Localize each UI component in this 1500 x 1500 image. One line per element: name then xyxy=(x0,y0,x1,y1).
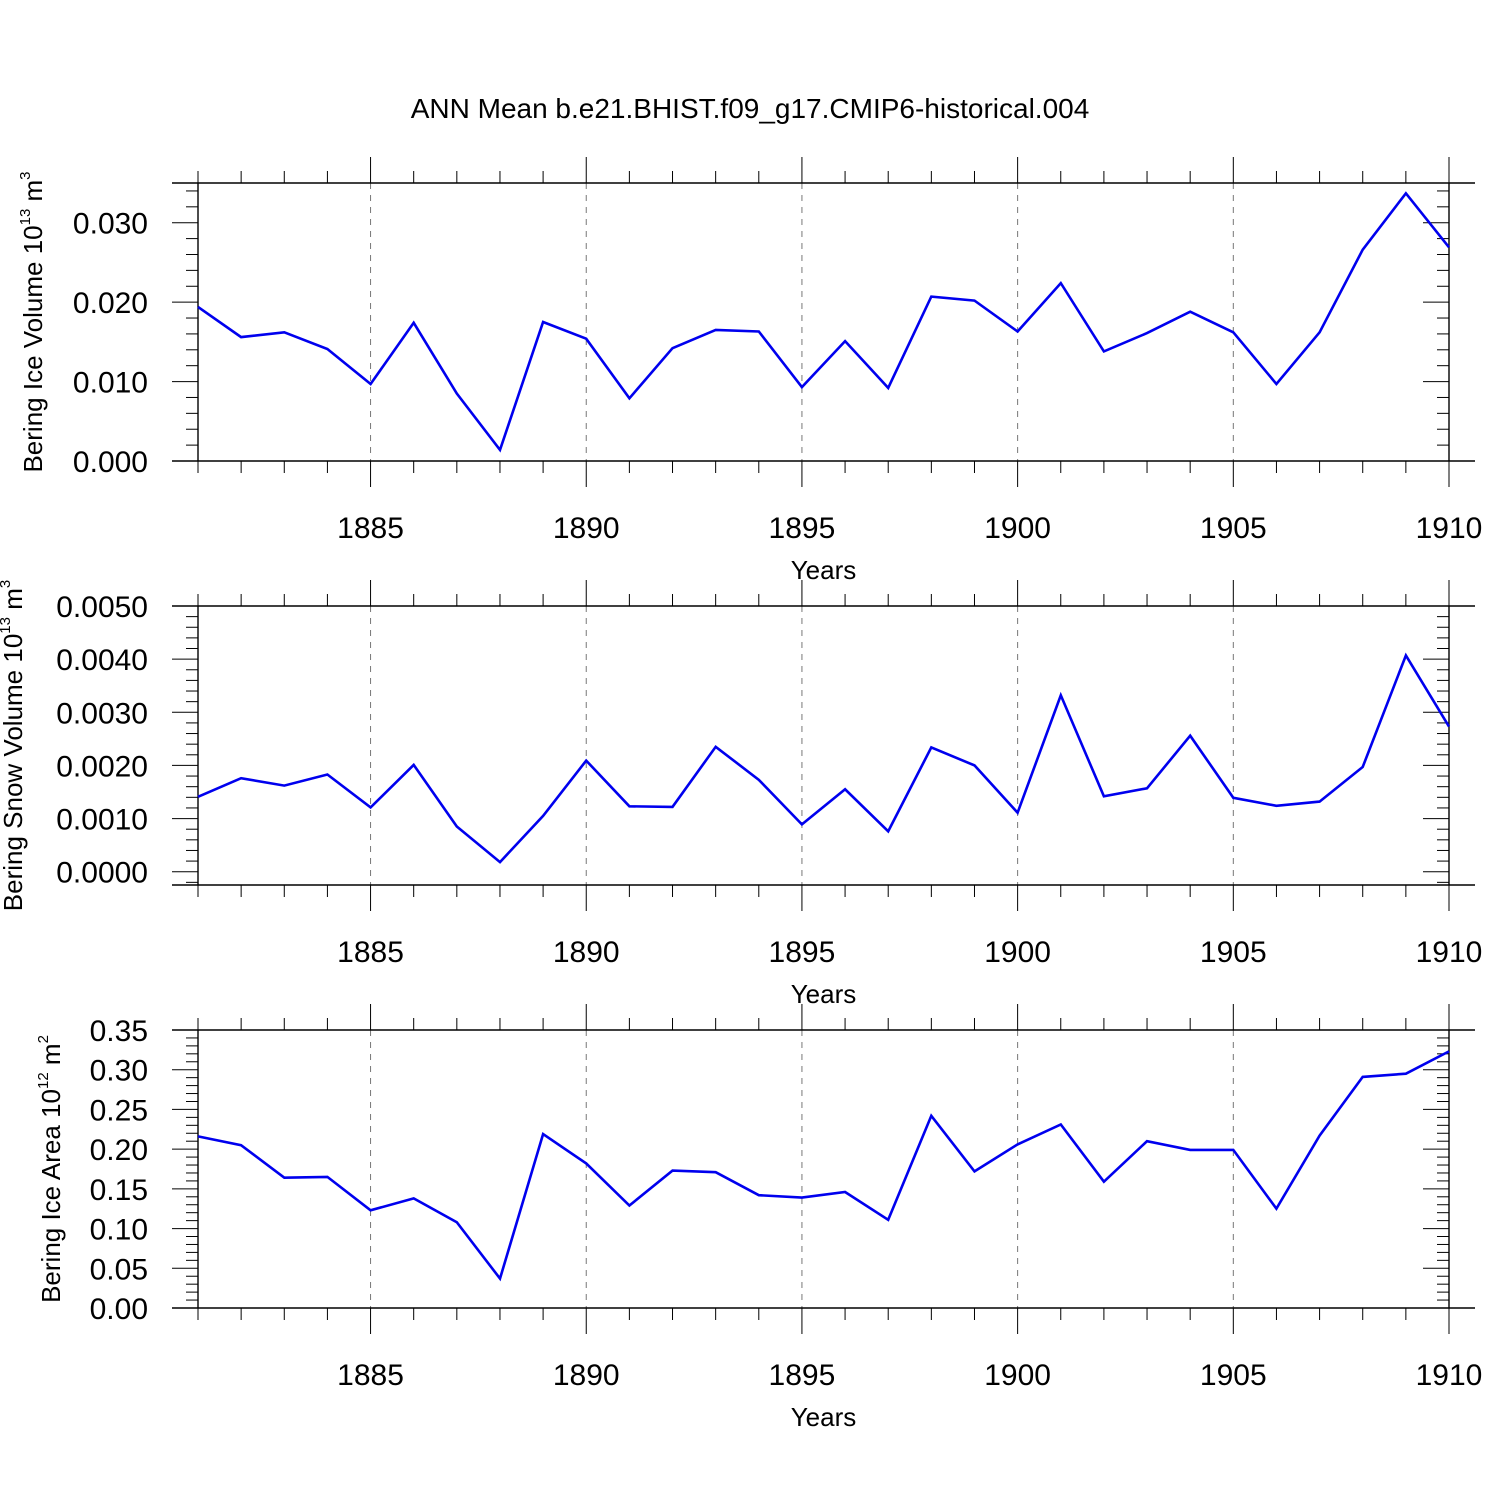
x-axis-label: Years xyxy=(791,979,857,1009)
y-axis-label: Bering Snow Volume 1013 m3 xyxy=(0,580,28,911)
panel-3: 0.00 0.05 0.10 0.15 0.20 0.25 0.30 0.35 1885 1890… xyxy=(35,1004,1482,1432)
x-tick-label: 1885 xyxy=(337,1359,404,1392)
x-axis-label: Years xyxy=(791,555,857,585)
panel-1: 0.000 0.010 0.020 0.030 1885 1890 1895 1900 1905… xyxy=(17,157,1482,585)
y-tick-label: 0.0000 xyxy=(56,857,148,890)
y-tick-label: 0.05 xyxy=(90,1253,148,1286)
y-axis-label: Bering Ice Area 1012 m2 xyxy=(35,1035,66,1303)
x-tick-label: 1910 xyxy=(1416,936,1483,969)
x-tick-label: 1900 xyxy=(984,1359,1051,1392)
y-tick-label: 0.0010 xyxy=(56,804,148,837)
y-axis-label-exponent: 12 xyxy=(35,1072,52,1089)
x-tick-label: 1895 xyxy=(769,936,836,969)
x-axis-label: Years xyxy=(791,1402,857,1432)
x-tick-label: 1885 xyxy=(337,936,404,969)
x-tick-label: 1885 xyxy=(337,512,404,545)
y-tick-label: 0.000 xyxy=(73,446,148,479)
y-tick-label: 0.25 xyxy=(90,1094,148,1127)
x-tick-label: 1905 xyxy=(1200,1359,1267,1392)
y-axis-label-text: Bering Ice Area 10 xyxy=(36,1089,66,1303)
y-axis-label-unit: m xyxy=(18,180,48,209)
y-axis-label-unit: m xyxy=(36,1043,66,1072)
y-axis-label-exponent: 13 xyxy=(0,617,14,634)
series-line xyxy=(197,191,1451,453)
y-axis-label: Bering Ice Volume 1013 m3 xyxy=(17,171,48,472)
x-tick-label: 1905 xyxy=(1200,512,1267,545)
x-tick-label: 1910 xyxy=(1416,1359,1483,1392)
y-axis-label-unit-exponent: 2 xyxy=(35,1035,52,1043)
x-tick-label: 1900 xyxy=(984,512,1051,545)
x-tick-label: 1890 xyxy=(553,1359,620,1392)
y-tick-label: 0.010 xyxy=(73,367,148,400)
y-tick-label: 0.15 xyxy=(90,1174,148,1207)
x-tick-label: 1900 xyxy=(984,936,1051,969)
y-tick-label: 0.0030 xyxy=(56,697,148,730)
y-axis-label-text: Bering Ice Volume 10 xyxy=(18,225,48,472)
y-tick-label: 0.20 xyxy=(90,1134,148,1167)
y-tick-label: 0.020 xyxy=(73,287,148,320)
y-axis-label-unit-exponent: 3 xyxy=(0,580,14,588)
y-axis-label-unit-exponent: 3 xyxy=(17,171,34,179)
panel-2: 0.0000 0.0010 0.0020 0.0030 0.0040 0.0050 1885… xyxy=(0,580,1482,1009)
y-tick-label: 0.00 xyxy=(90,1293,148,1326)
y-tick-label: 0.30 xyxy=(90,1055,148,1088)
x-tick-label: 1910 xyxy=(1416,512,1483,545)
series-line xyxy=(197,652,1451,864)
y-tick-label: 0.35 xyxy=(90,1015,148,1048)
x-tick-label: 1895 xyxy=(769,512,836,545)
x-tick-label: 1890 xyxy=(553,512,620,545)
y-axis-label-unit: m xyxy=(0,588,28,617)
series-line xyxy=(197,1050,1450,1282)
x-tick-label: 1905 xyxy=(1200,936,1267,969)
y-tick-label: 0.0050 xyxy=(56,591,148,624)
x-tick-label: 1895 xyxy=(769,1359,836,1392)
x-tick-label: 1890 xyxy=(553,936,620,969)
y-tick-label: 0.10 xyxy=(90,1214,148,1247)
y-tick-label: 0.030 xyxy=(73,208,148,241)
y-tick-label: 0.0020 xyxy=(56,750,148,783)
y-axis-label-text: Bering Snow Volume 10 xyxy=(0,634,28,912)
figure-title: ANN Mean b.e21.BHIST.f09_g17.CMIP6-histo… xyxy=(411,93,1090,124)
y-tick-label: 0.0040 xyxy=(56,644,148,677)
y-axis-label-exponent: 13 xyxy=(17,209,34,226)
